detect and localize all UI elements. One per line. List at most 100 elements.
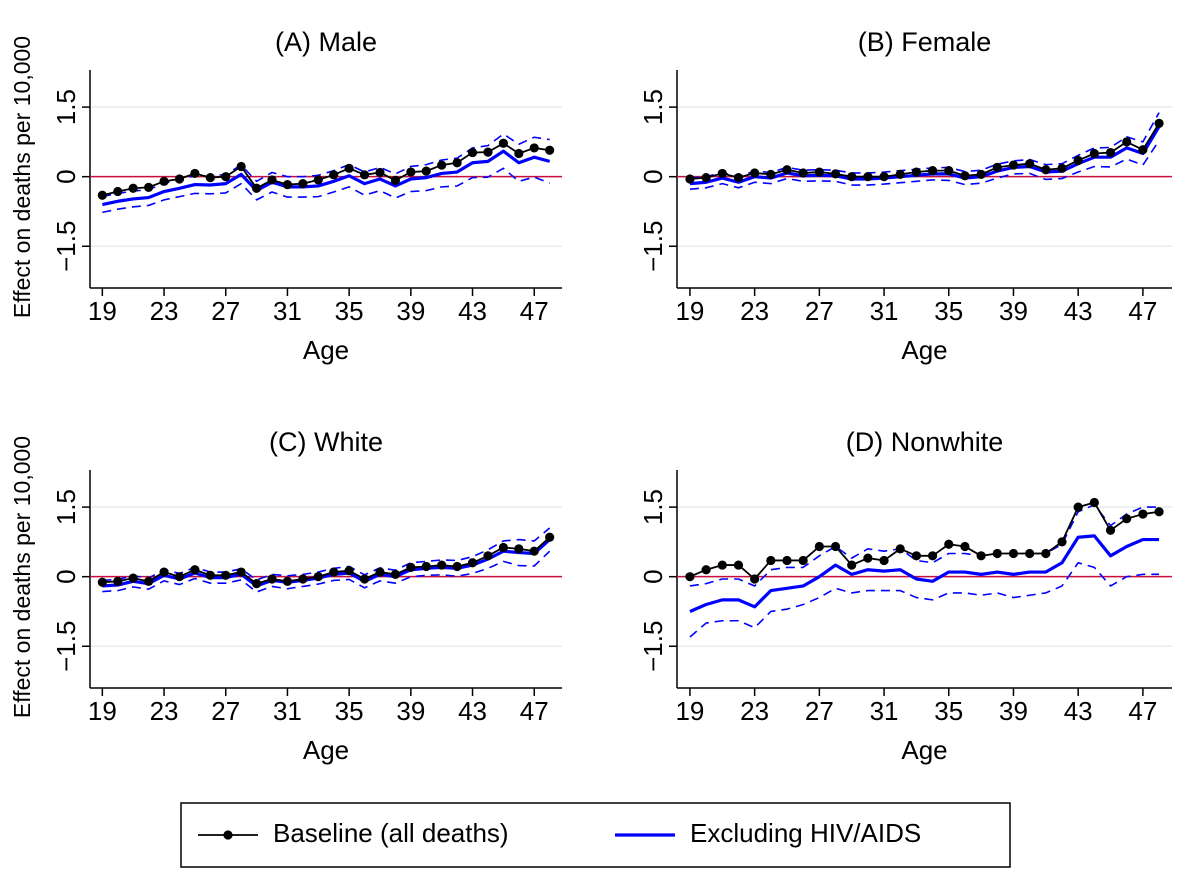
x-tick-label: 39 [999, 296, 1028, 326]
point [221, 570, 231, 580]
x-axis-label: Age [303, 735, 349, 765]
x-tick-label: 47 [520, 696, 549, 726]
x-tick-label: 47 [1128, 296, 1157, 326]
x-tick-label: 39 [396, 296, 425, 326]
point [798, 555, 808, 566]
point [976, 551, 986, 561]
point [406, 562, 416, 573]
y-tick-label: 1.5 [51, 89, 81, 125]
point [960, 541, 970, 552]
point [159, 176, 169, 186]
panel: (C) White −1.5 0 1.5 19 23 27 31 35 39 43 47 Age Effe… [9, 427, 562, 765]
point [863, 553, 873, 563]
point [267, 574, 277, 584]
y-tick-label: 0 [51, 169, 81, 183]
x-tick-label: 27 [211, 696, 240, 726]
x-tick-label: 43 [1064, 696, 1093, 726]
point [992, 548, 1002, 559]
point [144, 182, 154, 192]
series-line [689, 534, 1160, 613]
point [944, 166, 954, 176]
point [1057, 163, 1067, 173]
y-tick-label: 1.5 [638, 489, 668, 525]
point [1025, 159, 1035, 169]
point [1008, 548, 1019, 559]
point [529, 143, 539, 153]
point [1154, 118, 1164, 128]
point [359, 170, 370, 180]
point [236, 161, 246, 172]
x-axis-label: Age [303, 335, 349, 365]
point [1057, 537, 1067, 547]
x-tick-label: 23 [740, 696, 769, 726]
point [406, 167, 416, 177]
point [452, 158, 462, 168]
point [113, 576, 123, 586]
point [798, 168, 808, 178]
point [1122, 137, 1132, 147]
point [452, 561, 462, 572]
point [1105, 525, 1116, 535]
y-tick-label: 1.5 [51, 489, 81, 525]
point [437, 160, 447, 170]
x-tick-label: 39 [396, 696, 425, 726]
point [717, 168, 727, 179]
point [1008, 160, 1019, 170]
point [545, 145, 555, 155]
point [467, 558, 478, 568]
series-line [102, 538, 551, 588]
point [190, 168, 200, 179]
point [717, 560, 727, 570]
point [113, 186, 123, 197]
y-tick-label: 1.5 [638, 89, 668, 125]
point [144, 576, 154, 586]
x-tick-label: 23 [150, 696, 179, 726]
point [1089, 148, 1099, 159]
point [467, 147, 478, 158]
point [992, 162, 1002, 173]
confidence-line [689, 140, 1160, 191]
point [766, 169, 776, 179]
x-tick-label: 35 [934, 696, 963, 726]
y-tick-label: −1.5 [51, 621, 81, 672]
point [390, 175, 401, 185]
confidence-line [102, 527, 551, 582]
y-tick-label: 0 [51, 569, 81, 583]
point [782, 165, 792, 175]
point [483, 551, 493, 561]
x-tick-label: 43 [458, 696, 487, 726]
point [421, 166, 431, 176]
x-tick-label: 27 [211, 296, 240, 326]
point [814, 541, 824, 552]
x-tick-label: 19 [675, 296, 704, 326]
point [847, 172, 857, 182]
x-tick-label: 19 [675, 696, 704, 726]
point [895, 169, 905, 179]
x-tick-label: 35 [934, 296, 963, 326]
point [375, 167, 385, 178]
point [1073, 155, 1083, 166]
point [911, 167, 922, 177]
point [236, 567, 246, 577]
point [960, 171, 970, 181]
point [159, 567, 169, 577]
point [298, 179, 308, 189]
point [1105, 147, 1116, 158]
point [879, 172, 889, 182]
x-tick-label: 43 [458, 296, 487, 326]
x-tick-label: 19 [88, 296, 117, 326]
point [1089, 497, 1099, 508]
y-axis-label: Effect on deaths per 10,000 [9, 36, 35, 318]
confidence-line [102, 133, 550, 198]
point [1041, 165, 1051, 175]
panel: (B) Female −1.5 0 1.5 19 23 27 31 35 39 43 47 Age [638, 27, 1172, 365]
confidence-line [102, 550, 551, 593]
point [205, 570, 215, 580]
point [128, 183, 138, 193]
point [1122, 514, 1132, 524]
x-axis-label: Age [901, 735, 947, 765]
point [976, 169, 986, 179]
panel-title: (C) White [269, 427, 383, 457]
point [437, 560, 447, 570]
confidence-line [689, 561, 1160, 638]
